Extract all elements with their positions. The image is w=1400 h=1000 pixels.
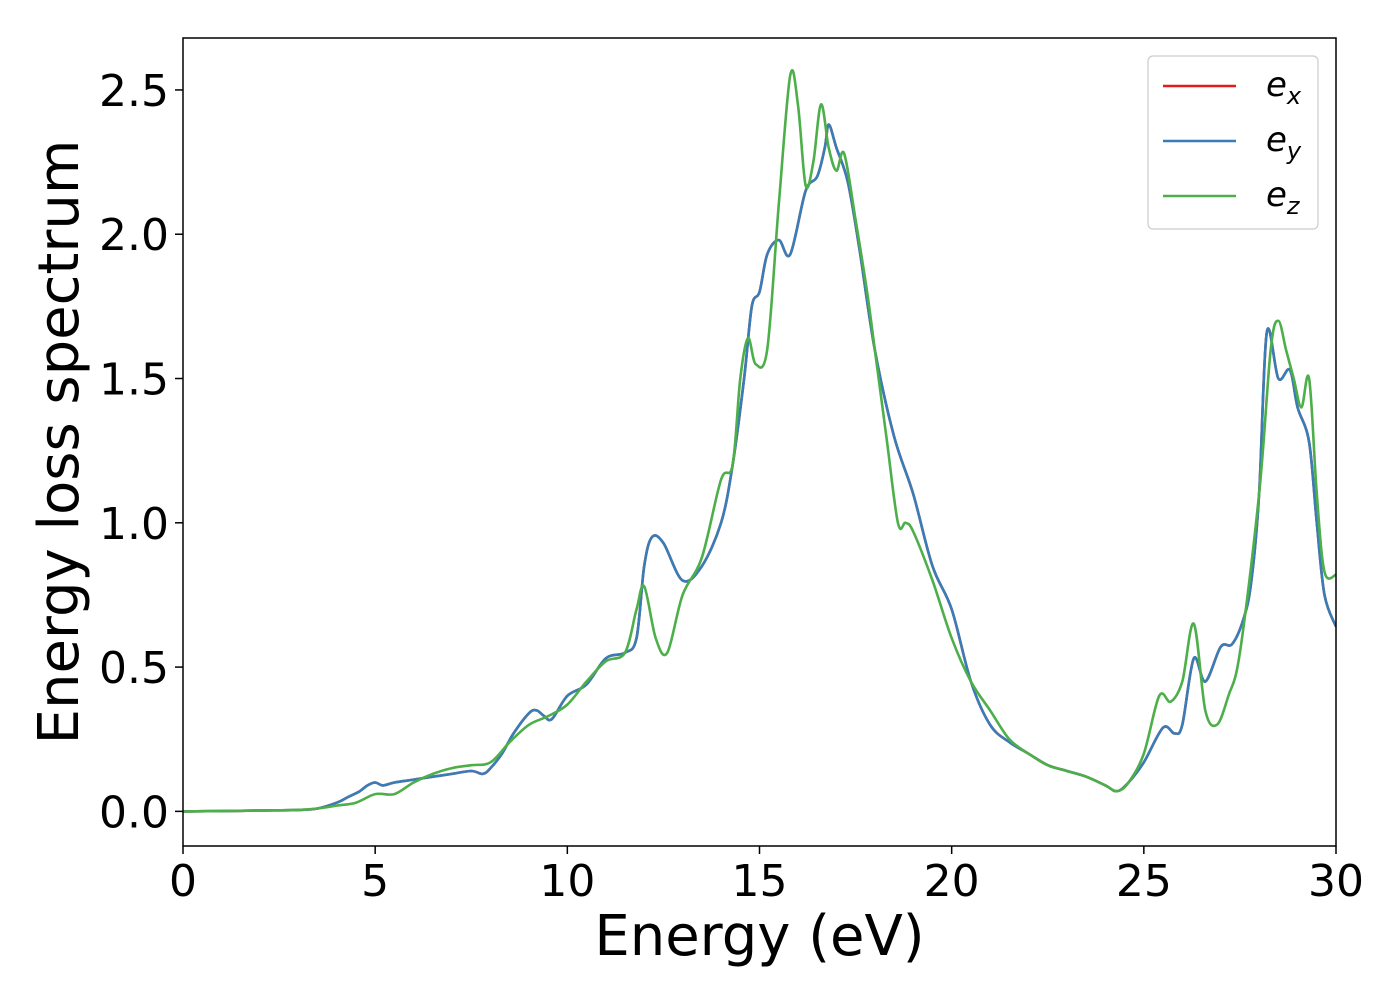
y-tick-label: 0.5: [99, 643, 169, 694]
x-tick-label: 0: [169, 856, 197, 907]
y-axis: 0.0 0.5 1.0 1.5 2.0 2.5: [99, 66, 183, 838]
series-layer: [183, 69, 1336, 813]
x-axis-label: Energy (eV): [594, 904, 924, 969]
y-tick-label: 1.5: [99, 355, 169, 406]
y-axis-label: Energy loss spectrum: [27, 140, 92, 745]
x-tick-label: 10: [539, 856, 595, 907]
x-tick-label: 15: [732, 856, 788, 907]
legend-box: [1147, 55, 1319, 230]
x-tick-label: 25: [1116, 856, 1172, 907]
y-tick-label: 0.0: [99, 787, 169, 838]
x-axis: 0 5 10 15 20 25 30: [169, 846, 1364, 907]
y-tick-label: 2.5: [99, 66, 169, 117]
series-line-z: [183, 69, 1336, 813]
y-tick-label: 2.0: [99, 210, 169, 261]
x-tick-label: 5: [361, 856, 389, 907]
series-line-y: [183, 123, 1336, 813]
x-tick-label: 30: [1308, 856, 1364, 907]
y-tick-label: 1.0: [99, 499, 169, 550]
x-tick-label: 20: [924, 856, 980, 907]
